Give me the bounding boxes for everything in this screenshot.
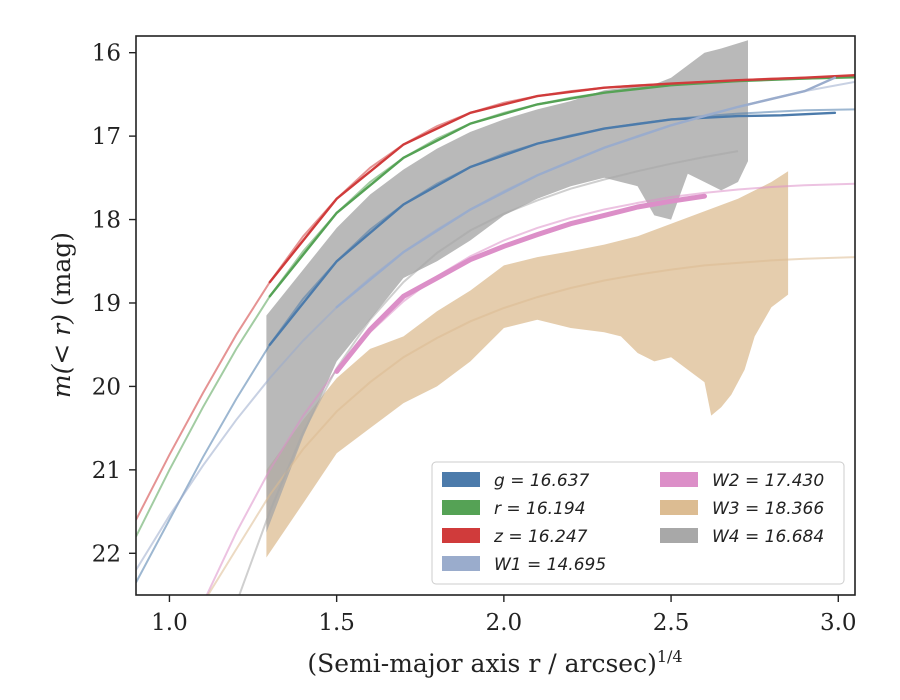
x-axis-ticks: 1.0 1.5 2.0 2.5 3.0 <box>151 595 857 636</box>
legend-swatch <box>660 500 698 515</box>
measured-curve-w1 <box>335 76 837 309</box>
legend-label: W2 = 17.430 <box>712 471 824 491</box>
y-tick-label: 20 <box>92 374 121 400</box>
legend-label: W4 = 16.684 <box>712 527 824 547</box>
band-w4 <box>266 40 748 533</box>
measured-curve-w2 <box>334 193 707 374</box>
y-axis-label-quantity: m(< r) <box>47 314 76 398</box>
y-tick-label: 22 <box>92 541 121 567</box>
legend-label: W1 = 14.695 <box>494 555 606 575</box>
y-tick-label: 19 <box>92 291 121 317</box>
y-axis-ticks: 16 17 18 19 20 21 22 <box>92 41 136 567</box>
y-tick-label: 21 <box>92 458 121 484</box>
legend-label: r = 16.194 <box>494 499 586 519</box>
x-axis-label-main: (Semi-major axis r / arcsec) <box>307 649 656 678</box>
y-tick-label: 17 <box>92 124 121 150</box>
measured-curves <box>268 74 855 374</box>
y-axis-label: m(< r) (mag) <box>47 232 76 398</box>
y-axis-label-unit: (mag) <box>47 232 76 314</box>
x-tick-label: 1.0 <box>151 610 188 636</box>
x-axis-label-exponent: 1/4 <box>657 647 683 666</box>
model-curve-w3 <box>206 256 855 595</box>
measured-curve-z <box>268 74 855 284</box>
x-tick-label: 2.0 <box>486 610 523 636</box>
measured-curve-g <box>268 111 837 346</box>
uncertainty-bands <box>266 40 789 558</box>
y-tick-label: 18 <box>92 208 121 234</box>
band-w3 <box>266 171 789 558</box>
x-tick-label: 2.5 <box>653 610 690 636</box>
legend-swatch <box>442 528 480 543</box>
x-axis-label: (Semi-major axis r / arcsec)1/4 <box>307 647 682 678</box>
legend-label: W3 = 18.366 <box>712 499 824 519</box>
model-curve-w4 <box>238 150 739 595</box>
legend-label: z = 16.247 <box>493 527 588 547</box>
legend-swatch <box>660 528 698 543</box>
legend-swatch <box>442 556 480 571</box>
legend-label: g = 16.637 <box>494 471 590 491</box>
x-tick-label: 1.5 <box>318 610 355 636</box>
legend-swatch <box>442 472 480 487</box>
plot-frame <box>135 35 856 596</box>
x-tick-label: 3.0 <box>820 610 857 636</box>
legend-swatch <box>660 472 698 487</box>
legend: g = 16.637 r = 16.194 z = 16.247 W1 = 14.69… <box>431 461 845 585</box>
legend-box <box>431 461 845 585</box>
legend-swatch <box>442 500 480 515</box>
model-curve-w2 <box>205 182 855 595</box>
y-tick-label: 16 <box>92 41 121 67</box>
